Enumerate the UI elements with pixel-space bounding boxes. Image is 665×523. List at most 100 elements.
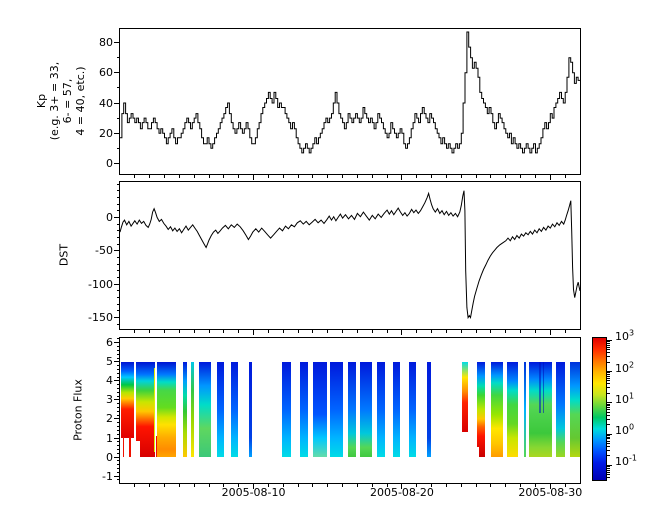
x-minor-tick	[312, 329, 314, 333]
proton-band	[409, 361, 417, 458]
x-minor-tick	[431, 174, 433, 178]
colorbar-minor-tick	[607, 383, 610, 385]
y-minor-tick	[117, 290, 120, 292]
x-minor-tick	[564, 329, 566, 333]
y-minor-tick	[117, 448, 120, 450]
x-minor-tick	[445, 174, 447, 178]
y-tick-label: 4	[106, 374, 113, 388]
proton-band	[376, 361, 385, 458]
y-tick-label: 60	[99, 66, 113, 80]
x-minor-tick	[282, 174, 284, 178]
colorbar-minor-tick	[607, 375, 610, 377]
colorbar-minor-tick	[607, 414, 610, 416]
colorbar-minor-tick	[607, 471, 610, 473]
y-tick-label: 0	[106, 156, 113, 170]
y-major-tick	[114, 317, 120, 319]
x-minor-tick	[238, 329, 240, 333]
proton-band	[282, 361, 292, 458]
y-minor-tick	[117, 433, 120, 435]
colorbar-major-tick	[607, 402, 612, 404]
y-minor-tick	[117, 210, 120, 212]
x-tick-label: 2005-08-20	[369, 486, 434, 499]
x-minor-tick	[386, 483, 388, 487]
y-major-tick	[114, 361, 120, 363]
y-major-tick	[114, 283, 120, 285]
x-minor-tick	[312, 174, 314, 178]
y-minor-tick	[117, 203, 120, 205]
y-minor-tick	[117, 441, 120, 443]
y-minor-tick	[117, 372, 120, 374]
x-minor-tick	[267, 483, 269, 487]
y-tick-label: -150	[88, 311, 113, 325]
x-minor-tick	[267, 329, 269, 333]
x-minor-tick	[178, 483, 180, 487]
x-minor-tick	[534, 329, 536, 333]
y-minor-tick	[117, 263, 120, 265]
proton-band	[524, 361, 526, 458]
proton-band-accent	[153, 367, 155, 453]
colorbar-minor-tick	[607, 346, 610, 348]
proton-band	[476, 361, 486, 458]
x-minor-tick	[282, 483, 284, 487]
x-major-tick	[401, 329, 403, 335]
proton-band	[231, 361, 238, 458]
proton-band	[191, 361, 195, 458]
y-minor-tick	[117, 395, 120, 397]
x-minor-tick	[505, 329, 507, 333]
y-minor-tick	[117, 471, 120, 473]
colorbar-tick-label: 103	[615, 328, 635, 344]
x-minor-tick	[297, 483, 299, 487]
x-minor-tick	[534, 483, 536, 487]
y-minor-tick	[117, 223, 120, 225]
y-minor-tick	[117, 407, 120, 409]
colorbar-minor-tick	[607, 435, 610, 437]
colorbar-minor-tick	[607, 361, 610, 363]
colorbar-minor-tick	[607, 436, 610, 438]
y-minor-tick	[117, 464, 120, 466]
proton-band-accent	[122, 437, 125, 458]
y-tick-label: -1	[102, 469, 113, 483]
x-minor-tick	[386, 329, 388, 333]
x-minor-tick	[178, 329, 180, 333]
y-minor-tick	[117, 387, 120, 389]
y-major-tick	[114, 380, 120, 382]
colorbar-tick-label: 101	[615, 391, 635, 406]
y-minor-tick	[117, 323, 120, 325]
x-minor-tick	[371, 483, 373, 487]
colorbar-minor-tick	[607, 424, 610, 426]
y-minor-tick	[117, 368, 120, 370]
y-tick-label: 6	[106, 336, 113, 350]
colorbar-minor-tick	[607, 405, 610, 407]
x-minor-tick	[327, 329, 329, 333]
y-major-tick	[114, 72, 120, 74]
proton-band-streak	[539, 361, 541, 414]
proton-band	[299, 361, 309, 458]
colorbar-minor-tick	[607, 392, 610, 394]
colorbar-minor-tick	[607, 341, 610, 343]
x-minor-tick	[416, 329, 418, 333]
x-minor-tick	[297, 174, 299, 178]
colorbar-minor-tick	[607, 469, 610, 471]
y-major-tick	[114, 475, 120, 477]
x-minor-tick	[134, 329, 136, 333]
y-minor-tick	[117, 410, 120, 412]
colorbar-minor-tick	[607, 407, 610, 409]
y-major-tick	[114, 102, 120, 104]
proton-band	[249, 361, 253, 458]
x-minor-tick	[490, 483, 492, 487]
x-minor-tick	[193, 174, 195, 178]
colorbar-minor-tick	[607, 443, 610, 445]
proton-band	[555, 361, 566, 458]
x-minor-tick	[356, 329, 358, 333]
y-tick-label: 0	[106, 210, 113, 224]
proton-band	[329, 361, 343, 458]
x-minor-tick	[460, 174, 462, 178]
colorbar-minor-tick	[607, 449, 610, 451]
x-minor-tick	[208, 174, 210, 178]
proton-band	[490, 361, 503, 458]
colorbar-minor-tick	[607, 344, 610, 346]
proton-band	[199, 361, 212, 458]
y-minor-tick	[117, 236, 120, 238]
x-minor-tick	[356, 174, 358, 178]
